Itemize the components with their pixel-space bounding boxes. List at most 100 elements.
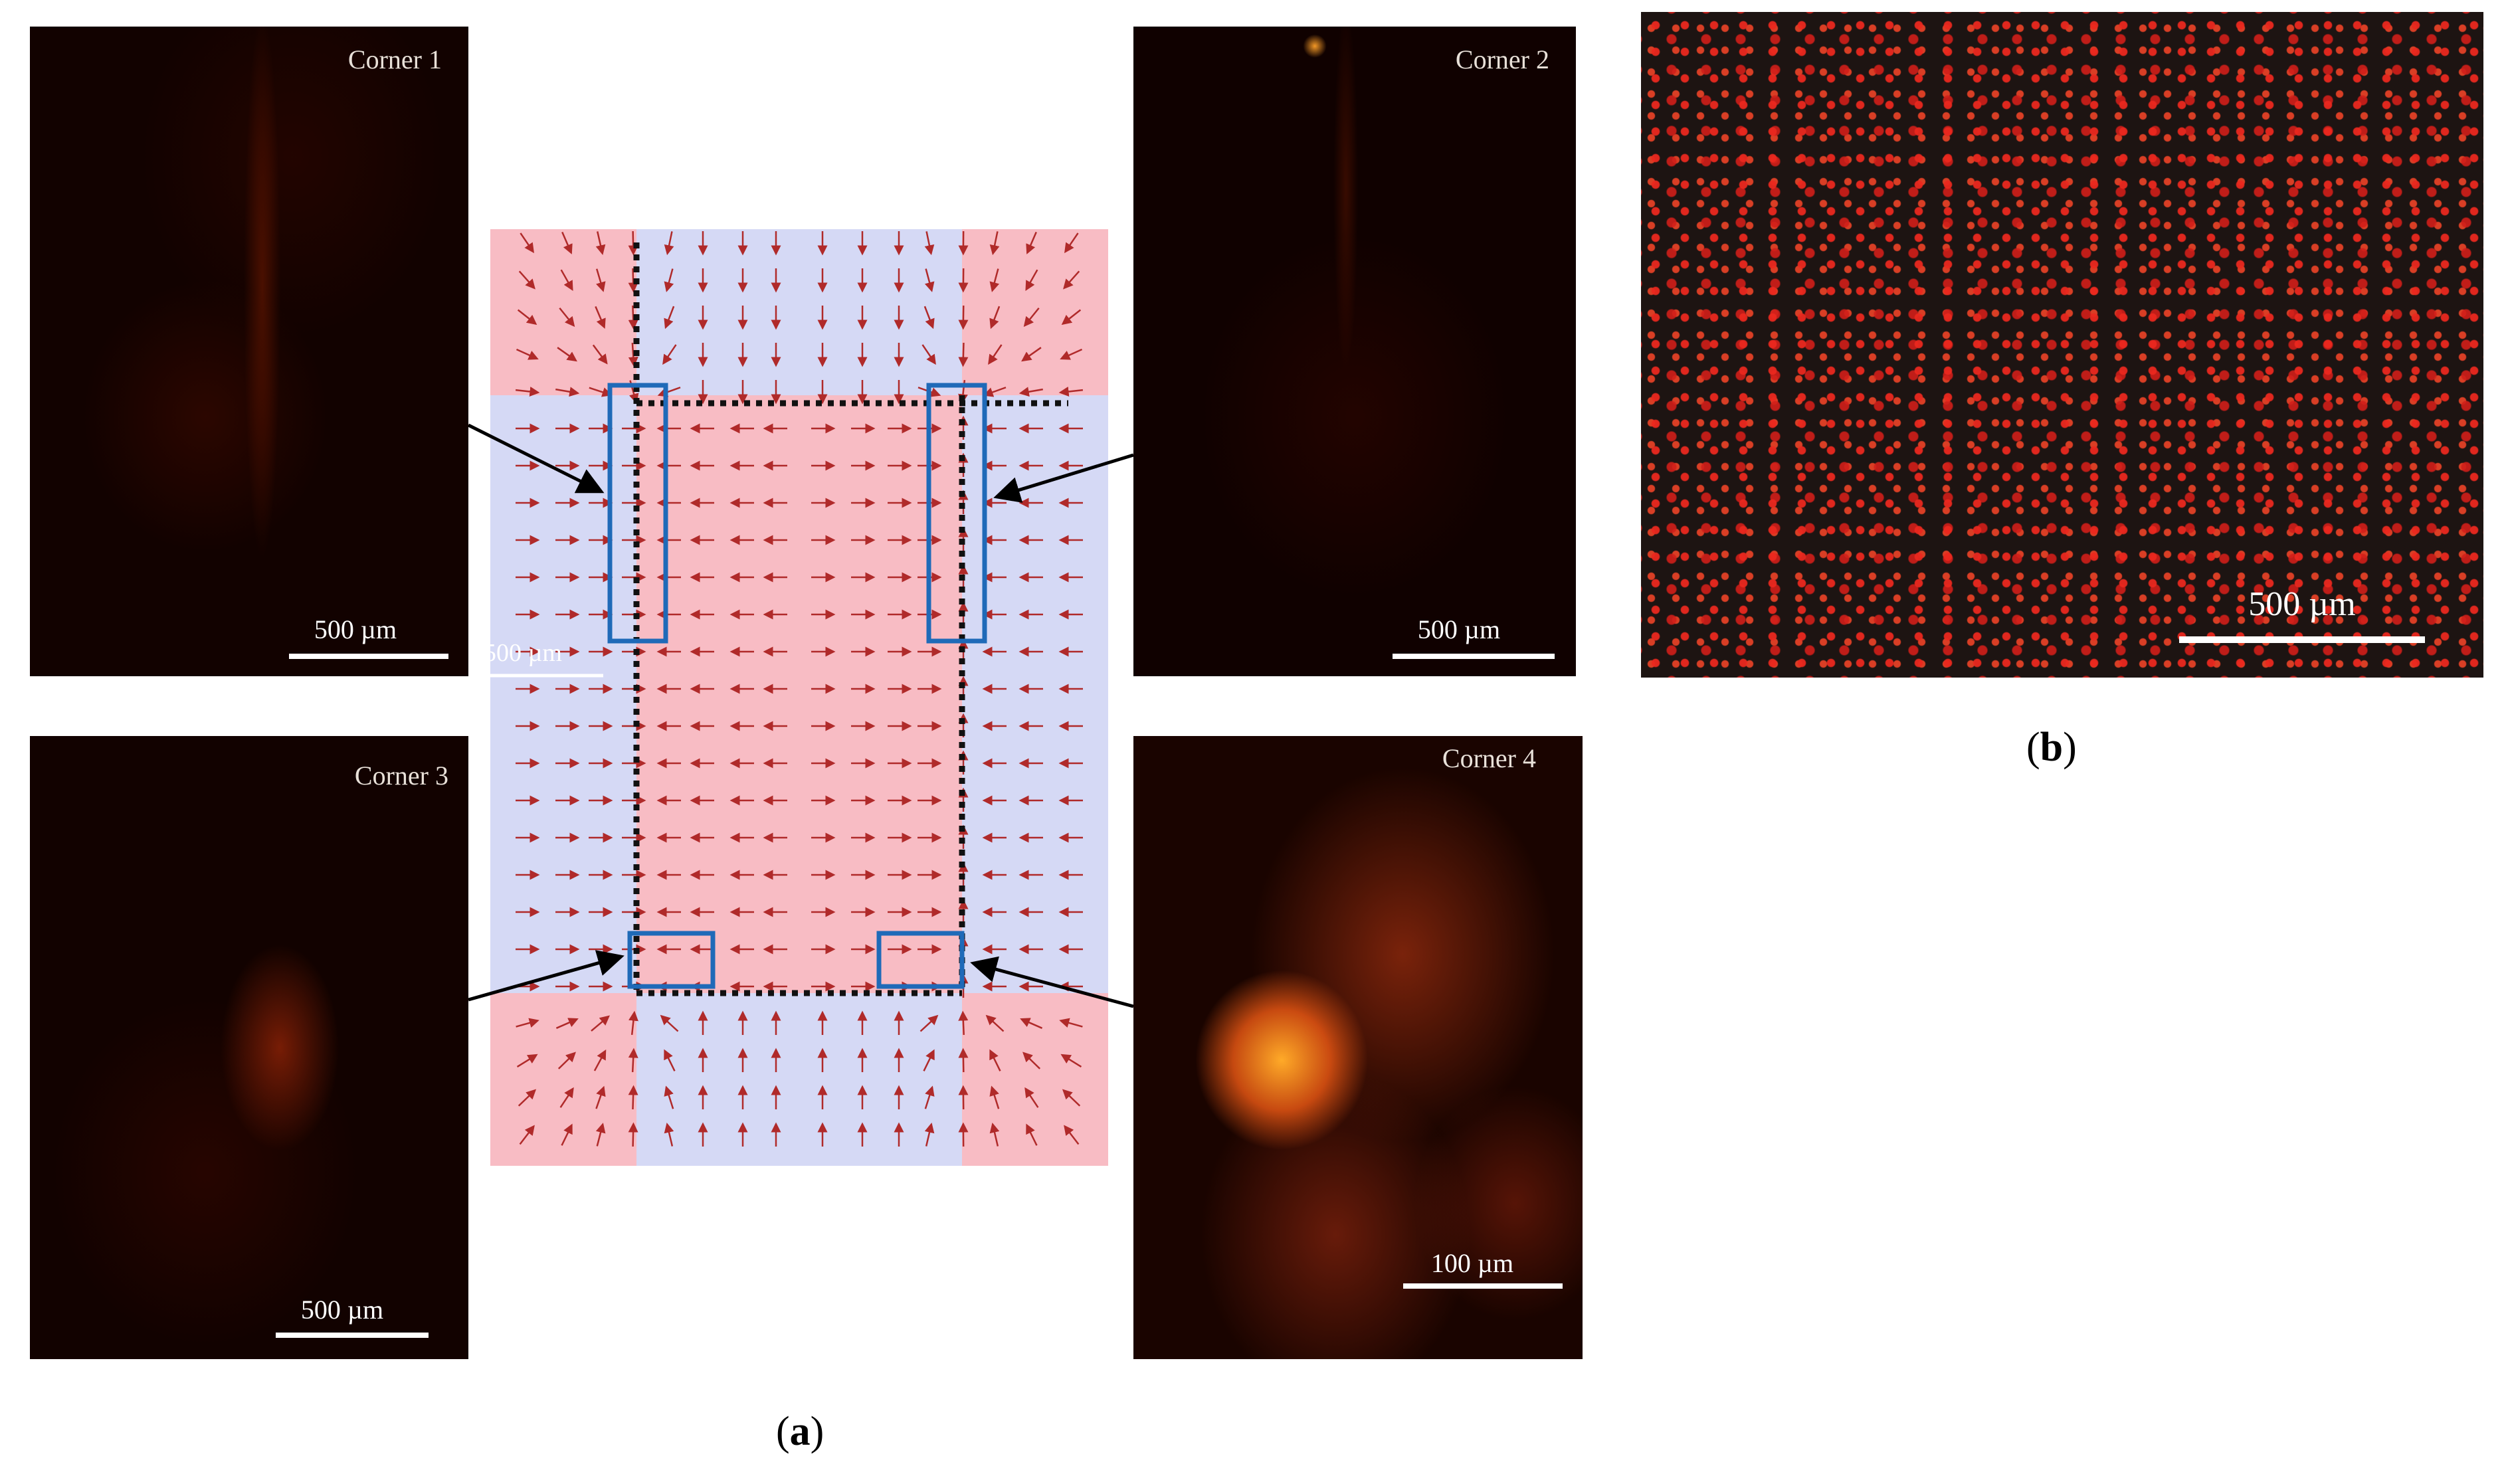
field-arrow [520, 232, 534, 254]
box-corner-3 [627, 931, 716, 989]
field-arrow [660, 1014, 679, 1032]
field-arrow [561, 231, 573, 254]
field-arrow [555, 1018, 579, 1029]
corner-2-scale-text: 500 µm [1417, 614, 1501, 644]
field-arrow [983, 387, 1007, 397]
field-arrow [595, 231, 606, 256]
field-arrow [1064, 1125, 1080, 1145]
field-arrow [958, 342, 969, 367]
field-arrow [989, 1049, 1001, 1071]
field-arrow [989, 231, 1000, 256]
field-arrow [924, 231, 935, 256]
field-arrow [595, 306, 606, 329]
field-arrow [517, 309, 537, 325]
field-arrow [595, 1085, 606, 1109]
corner-4-label: Corner 4 [1442, 743, 1536, 773]
field-arrow [1021, 347, 1042, 362]
corner-3-scale-bar [276, 1333, 429, 1338]
field-arrow [989, 306, 1001, 329]
field-bottom-left-red [490, 993, 636, 1166]
field-arrow [560, 269, 573, 291]
panel-b-label: (b) [2026, 725, 2077, 770]
field-arrow [628, 268, 638, 293]
field-arrow [989, 1085, 1000, 1109]
field-arrow [628, 1048, 638, 1073]
corner-3-scale-text: 500 µm [300, 1295, 384, 1325]
field-arrow [628, 1122, 638, 1147]
field-arrow [1062, 1089, 1081, 1107]
corner-4-scale-bar [1403, 1283, 1563, 1289]
field-arrow [664, 231, 674, 256]
field-arrow [628, 342, 638, 367]
corner-3-label: Corner 3 [354, 761, 448, 790]
field-arrow [628, 305, 638, 330]
field-arrow [919, 1014, 939, 1032]
panel-a-label: (a) [776, 1409, 824, 1454]
field-arrow [628, 231, 638, 256]
highlight-boxes [607, 383, 987, 989]
field-arrow [592, 344, 608, 365]
field-arrow [557, 347, 577, 362]
field-arrow [923, 1049, 935, 1071]
field-arrow [664, 1123, 674, 1147]
field-arrow [519, 1125, 535, 1145]
field-arrow [664, 1049, 676, 1071]
panel-b-scale-text: 500 µm [2248, 585, 2356, 623]
field-arrow [664, 268, 674, 292]
corner-1-scale-text: 500 µm [314, 614, 397, 644]
corner-1-scale-bar [289, 654, 448, 659]
field-bottom-right-red [962, 993, 1108, 1166]
field-arrow [557, 1052, 576, 1069]
field-arrow [924, 268, 935, 292]
corner-4-micrograph: Corner 4 100 µm [1133, 736, 1583, 1359]
field-arrow [1020, 1018, 1043, 1029]
field-arrow [921, 344, 936, 365]
field-arrow [518, 270, 535, 290]
field-arrow [561, 1123, 573, 1146]
field-arrow [593, 1049, 607, 1071]
field-arrow [1059, 1018, 1083, 1028]
corner-2-label: Corner 2 [1455, 45, 1549, 74]
field-arrow [628, 1010, 638, 1036]
panel-b-micrograph: 500 µm [1641, 12, 2483, 678]
field-arrow [1022, 1052, 1041, 1069]
field-arrow [662, 344, 677, 365]
field-arrow [1060, 1054, 1082, 1068]
field-arrow [664, 1085, 674, 1109]
field-arrow [516, 1054, 538, 1068]
field-arrow [985, 1014, 1005, 1032]
box-corner-4 [876, 931, 965, 989]
field-arrow [591, 1015, 610, 1032]
field-arrow [1024, 1087, 1039, 1108]
vector-field-scale-text: 500 µm [490, 639, 562, 667]
field-arrow [958, 1048, 969, 1073]
field-center-red [636, 395, 962, 993]
corner-1-label: Corner 1 [347, 45, 442, 74]
field-arrow [1061, 309, 1082, 325]
field-arrow [1063, 270, 1080, 290]
corner-1-micrograph: Corner 1 500 µm [30, 27, 468, 676]
field-arrow [923, 306, 935, 329]
field-arrow [559, 307, 575, 327]
field-arrow [664, 306, 675, 329]
field-arrow [555, 387, 580, 397]
dotted-boundary [633, 242, 1068, 996]
corner-2-scale-bar [1393, 654, 1555, 659]
field-arrow [1018, 387, 1043, 397]
field-arrow [1064, 232, 1079, 254]
field-arrow [989, 268, 1000, 292]
field-arrow [516, 1018, 539, 1028]
field-arrow [518, 1089, 537, 1107]
field-arrow [516, 348, 539, 360]
field-arrow [657, 387, 681, 397]
panel-b-scale-bar [2179, 636, 2425, 643]
field-arrow [559, 1087, 574, 1108]
field-arrow [595, 1123, 606, 1147]
field-arrow [988, 344, 1003, 365]
corner-4-scale-text: 100 µm [1430, 1248, 1514, 1278]
field-arrow [1060, 348, 1083, 360]
vector-field-diagram: 500 µm [490, 229, 1108, 1166]
field-arrow [989, 1123, 1000, 1147]
field-arrow [1026, 231, 1037, 254]
field-arrow [589, 387, 613, 397]
